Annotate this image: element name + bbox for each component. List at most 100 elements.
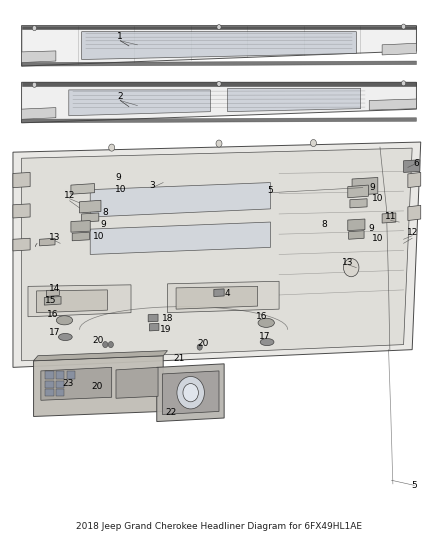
- Text: 8: 8: [102, 208, 108, 217]
- Polygon shape: [56, 389, 64, 396]
- Polygon shape: [21, 26, 417, 29]
- Polygon shape: [36, 290, 107, 313]
- Text: 10: 10: [372, 194, 384, 203]
- Polygon shape: [13, 204, 30, 218]
- Circle shape: [32, 82, 37, 87]
- Polygon shape: [81, 31, 357, 60]
- Text: 18: 18: [162, 314, 173, 323]
- Circle shape: [183, 384, 198, 402]
- Text: 15: 15: [45, 295, 57, 304]
- Polygon shape: [44, 296, 61, 305]
- Polygon shape: [34, 351, 167, 361]
- Polygon shape: [382, 43, 417, 55]
- Circle shape: [343, 259, 359, 277]
- Text: 9: 9: [368, 224, 374, 232]
- Text: 12: 12: [64, 191, 75, 200]
- Polygon shape: [352, 177, 378, 195]
- Polygon shape: [228, 88, 360, 112]
- Text: 8: 8: [321, 220, 327, 229]
- Circle shape: [401, 24, 406, 29]
- Text: 5: 5: [411, 481, 417, 490]
- Text: 13: 13: [342, 257, 353, 266]
- Polygon shape: [21, 51, 56, 62]
- Ellipse shape: [57, 316, 73, 325]
- Text: 1: 1: [117, 32, 123, 41]
- Polygon shape: [46, 290, 59, 296]
- Polygon shape: [408, 173, 421, 188]
- Circle shape: [217, 25, 221, 30]
- Circle shape: [108, 342, 113, 348]
- Circle shape: [217, 82, 221, 86]
- Circle shape: [177, 376, 205, 409]
- Polygon shape: [39, 238, 55, 246]
- Text: 19: 19: [159, 325, 171, 334]
- Polygon shape: [45, 372, 54, 378]
- Polygon shape: [148, 314, 158, 322]
- Text: 20: 20: [91, 382, 102, 391]
- Polygon shape: [348, 185, 368, 198]
- Text: 9: 9: [115, 173, 121, 182]
- Text: 12: 12: [406, 228, 418, 237]
- Polygon shape: [41, 367, 112, 400]
- Polygon shape: [369, 99, 417, 110]
- Text: 20: 20: [197, 339, 208, 348]
- Text: 20: 20: [92, 336, 104, 345]
- Polygon shape: [149, 324, 159, 331]
- Circle shape: [311, 140, 316, 147]
- Polygon shape: [348, 219, 365, 231]
- Text: 10: 10: [114, 184, 126, 193]
- Text: 17: 17: [259, 333, 271, 342]
- Text: 10: 10: [93, 232, 105, 241]
- Text: 10: 10: [372, 234, 384, 243]
- Polygon shape: [13, 238, 30, 251]
- Text: 13: 13: [49, 233, 61, 242]
- Polygon shape: [79, 200, 101, 213]
- Ellipse shape: [260, 338, 274, 345]
- Text: 2: 2: [117, 92, 123, 101]
- Text: 21: 21: [174, 354, 185, 364]
- Polygon shape: [214, 289, 224, 296]
- Polygon shape: [157, 364, 224, 422]
- Polygon shape: [21, 148, 412, 361]
- Polygon shape: [350, 199, 367, 208]
- Polygon shape: [90, 182, 271, 217]
- Polygon shape: [71, 183, 95, 194]
- Polygon shape: [56, 381, 64, 387]
- Polygon shape: [28, 285, 131, 317]
- Circle shape: [109, 144, 115, 151]
- Polygon shape: [162, 371, 219, 415]
- Text: 3: 3: [150, 181, 155, 190]
- Polygon shape: [34, 356, 163, 416]
- Circle shape: [102, 342, 108, 348]
- Circle shape: [97, 385, 102, 391]
- Text: 6: 6: [413, 159, 419, 168]
- Polygon shape: [116, 367, 158, 398]
- Text: 17: 17: [49, 328, 61, 337]
- Polygon shape: [13, 173, 30, 188]
- Text: 2018 Jeep Grand Cherokee Headliner Diagram for 6FX49HL1AE: 2018 Jeep Grand Cherokee Headliner Diagr…: [76, 522, 362, 531]
- Text: 16: 16: [47, 310, 58, 319]
- Circle shape: [197, 344, 202, 350]
- Circle shape: [401, 81, 406, 86]
- Text: 11: 11: [385, 213, 396, 222]
- Polygon shape: [21, 118, 417, 123]
- Polygon shape: [176, 286, 258, 309]
- Ellipse shape: [58, 334, 72, 341]
- Polygon shape: [21, 82, 417, 123]
- Polygon shape: [72, 232, 89, 241]
- Polygon shape: [81, 213, 99, 222]
- Polygon shape: [21, 61, 417, 66]
- Text: 9: 9: [370, 183, 375, 192]
- Polygon shape: [69, 90, 210, 116]
- Text: 5: 5: [268, 185, 273, 195]
- Polygon shape: [67, 372, 75, 378]
- Polygon shape: [21, 108, 56, 119]
- Polygon shape: [56, 372, 64, 378]
- Text: 9: 9: [100, 220, 106, 229]
- Polygon shape: [382, 213, 396, 223]
- Polygon shape: [403, 160, 420, 173]
- Polygon shape: [45, 381, 54, 387]
- Circle shape: [216, 140, 222, 147]
- Text: 14: 14: [49, 285, 61, 293]
- Text: 16: 16: [256, 312, 268, 321]
